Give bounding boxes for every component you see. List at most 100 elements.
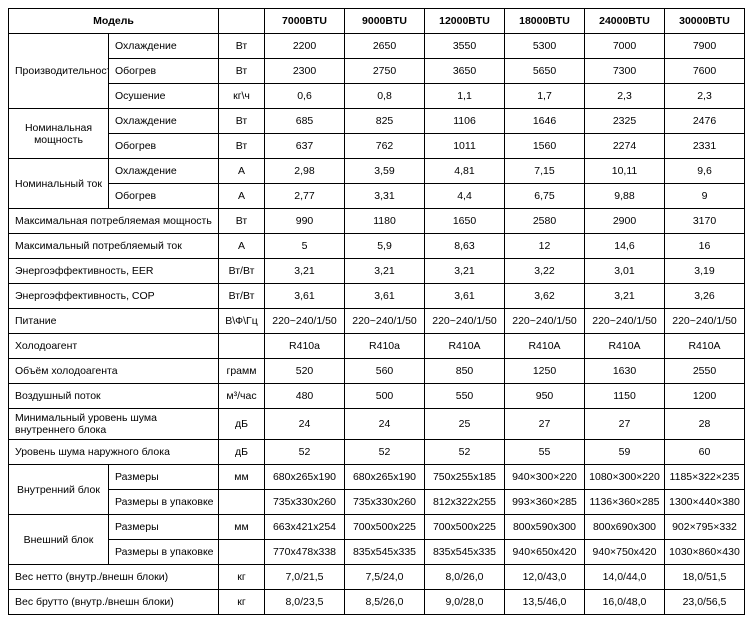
value-cell: 3170 <box>665 209 745 234</box>
value-cell: 27 <box>585 409 665 440</box>
unit-cell: кг <box>219 565 265 590</box>
value-cell: 800x690x300 <box>585 515 665 540</box>
value-cell: 1080×300×220 <box>585 465 665 490</box>
value-cell: 5,9 <box>345 234 425 259</box>
group2-label: Энергоэффективность, EER <box>9 259 219 284</box>
header-model-2: 12000BTU <box>425 9 505 34</box>
unit-cell: Вт <box>219 109 265 134</box>
value-cell: R410A <box>665 334 745 359</box>
unit-cell: кг\ч <box>219 84 265 109</box>
value-cell: 220~240/1/50 <box>425 309 505 334</box>
value-cell: 2650 <box>345 34 425 59</box>
value-cell: 2,3 <box>665 84 745 109</box>
table-row: Производительность Охлаждение Вт 2200 26… <box>9 34 745 59</box>
value-cell: 1180 <box>345 209 425 234</box>
table-row: Энергоэффективность, EER Вт/Вт 3,21 3,21… <box>9 259 745 284</box>
value-cell: 2476 <box>665 109 745 134</box>
table-row: Обогрев А 2,77 3,31 4,4 6,75 9,88 9 <box>9 184 745 209</box>
group2-label: Воздушный поток <box>9 384 219 409</box>
value-cell: 7,5/24,0 <box>345 565 425 590</box>
value-cell: 2300 <box>265 59 345 84</box>
value-cell: 18,0/51,5 <box>665 565 745 590</box>
value-cell: 2,98 <box>265 159 345 184</box>
value-cell: 23,0/56,5 <box>665 590 745 615</box>
value-cell: 850 <box>425 359 505 384</box>
value-cell: 7900 <box>665 34 745 59</box>
value-cell: R410A <box>425 334 505 359</box>
value-cell: 735x330x260 <box>345 490 425 515</box>
group-label: Номинальный ток <box>9 159 109 209</box>
param-label: Охлаждение <box>109 109 219 134</box>
group2-label: Холодоагент <box>9 334 219 359</box>
value-cell: 14,0/44,0 <box>585 565 665 590</box>
value-cell: 825 <box>345 109 425 134</box>
table-row: Воздушный поток м³/час 480 500 550 950 1… <box>9 384 745 409</box>
unit-cell <box>219 540 265 565</box>
value-cell: 1650 <box>425 209 505 234</box>
value-cell: 28 <box>665 409 745 440</box>
value-cell: 2750 <box>345 59 425 84</box>
unit-cell: А <box>219 184 265 209</box>
table-row: Размеры в упаковке 770x478x338 835x545x3… <box>9 540 745 565</box>
unit-cell: А <box>219 234 265 259</box>
value-cell: 5300 <box>505 34 585 59</box>
value-cell: 2550 <box>665 359 745 384</box>
value-cell: 0,8 <box>345 84 425 109</box>
param-label: Обогрев <box>109 134 219 159</box>
header-unit-blank <box>219 9 265 34</box>
value-cell: 1250 <box>505 359 585 384</box>
value-cell: 550 <box>425 384 505 409</box>
value-cell: 1,1 <box>425 84 505 109</box>
value-cell: R410a <box>265 334 345 359</box>
value-cell: R410A <box>585 334 665 359</box>
unit-cell <box>219 334 265 359</box>
group2-label: Максимальная потребляемая мощность <box>9 209 219 234</box>
group2-label: Максимальный потребляемый ток <box>9 234 219 259</box>
table-row: Внутренний блок Размеры мм 680x265x190 6… <box>9 465 745 490</box>
value-cell: 60 <box>665 440 745 465</box>
value-cell: 3,31 <box>345 184 425 209</box>
unit-cell: Вт <box>219 209 265 234</box>
value-cell: 560 <box>345 359 425 384</box>
value-cell: 6,75 <box>505 184 585 209</box>
value-cell: 680x265x190 <box>345 465 425 490</box>
value-cell: 3650 <box>425 59 505 84</box>
group2-label: Энергоэффективность, COP <box>9 284 219 309</box>
value-cell: 950 <box>505 384 585 409</box>
value-cell: 59 <box>585 440 665 465</box>
value-cell: 12 <box>505 234 585 259</box>
value-cell: 24 <box>345 409 425 440</box>
table-row: Энергоэффективность, COP Вт/Вт 3,61 3,61… <box>9 284 745 309</box>
value-cell: 27 <box>505 409 585 440</box>
value-cell: 9,88 <box>585 184 665 209</box>
value-cell: 3,01 <box>585 259 665 284</box>
value-cell: 902×795×332 <box>665 515 745 540</box>
value-cell: 4,81 <box>425 159 505 184</box>
param-label: Охлаждение <box>109 34 219 59</box>
value-cell: 762 <box>345 134 425 159</box>
value-cell: 1,7 <box>505 84 585 109</box>
value-cell: 812x322x255 <box>425 490 505 515</box>
spec-table: Модель 7000BTU 9000BTU 12000BTU 18000BTU… <box>8 8 745 615</box>
value-cell: 5 <box>265 234 345 259</box>
value-cell: 1185×322×235 <box>665 465 745 490</box>
header-model-5: 30000BTU <box>665 9 745 34</box>
value-cell: 7600 <box>665 59 745 84</box>
unit-cell: Вт/Вт <box>219 284 265 309</box>
param-label: Охлаждение <box>109 159 219 184</box>
value-cell: 940×300×220 <box>505 465 585 490</box>
value-cell: 8,63 <box>425 234 505 259</box>
group2-label: Уровень шума наружного блока <box>9 440 219 465</box>
header-model-4: 24000BTU <box>585 9 665 34</box>
value-cell: 4,4 <box>425 184 505 209</box>
group-label: Внешний блок <box>9 515 109 565</box>
group-label: Внутренний блок <box>9 465 109 515</box>
group2-label: Вес нетто (внутр./внешн блоки) <box>9 565 219 590</box>
value-cell: 700x500x225 <box>425 515 505 540</box>
value-cell: 480 <box>265 384 345 409</box>
value-cell: 52 <box>265 440 345 465</box>
value-cell: 9,6 <box>665 159 745 184</box>
value-cell: 3,21 <box>425 259 505 284</box>
value-cell: 52 <box>425 440 505 465</box>
value-cell: 220~240/1/50 <box>345 309 425 334</box>
